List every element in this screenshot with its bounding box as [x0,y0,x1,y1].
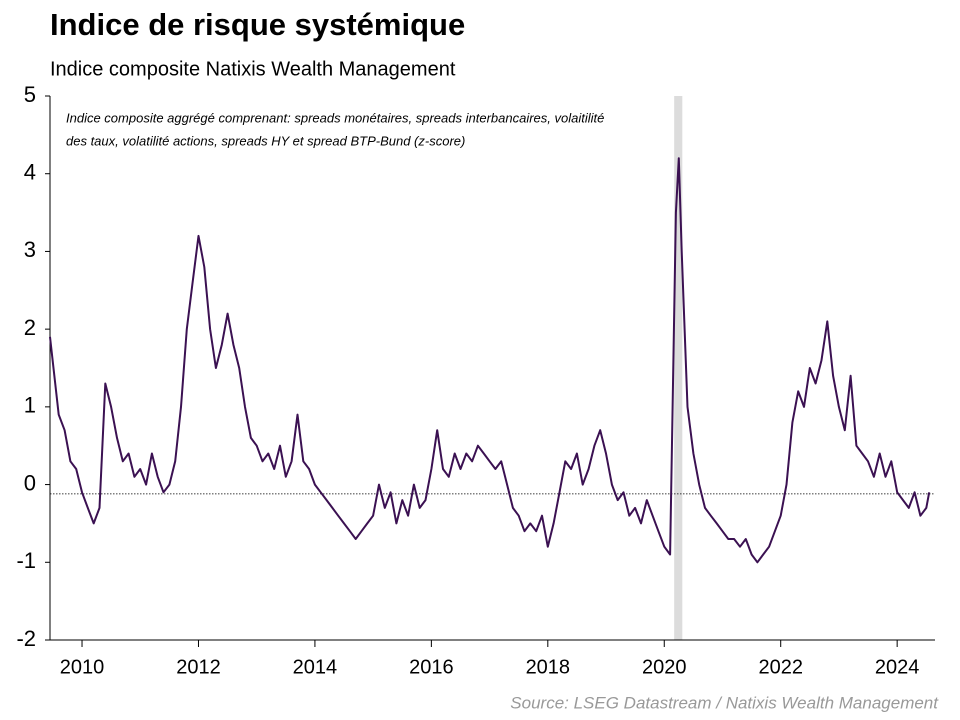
annotation: des taux, volatilité actions, spreads HY… [66,133,465,148]
x-tick-label: 2016 [409,656,454,678]
y-tick-label: 4 [24,160,36,185]
x-tick-label: 2010 [60,656,105,678]
y-tick-label: 1 [24,393,36,418]
x-tick-label: 2014 [293,656,338,678]
x-tick-label: 2018 [526,656,571,678]
x-tick-label: 2022 [758,656,803,678]
annotation: Indice composite aggrégé comprenant: spr… [66,110,604,125]
data-line [49,157,931,564]
source: Source: LSEG Datastream / Natixis Wealth… [510,693,939,712]
x-tick-label: 2020 [642,656,687,678]
shaded-band [674,96,683,640]
y-tick-label: -1 [16,548,36,573]
y-tick-label: 5 [24,82,36,107]
y-tick-label: 3 [24,237,36,262]
y-tick-label: -2 [16,626,36,651]
chart-subtitle: Indice composite Natixis Wealth Manageme… [50,58,456,80]
chart-title: Indice de risque systémique [50,7,465,42]
y-tick-label: 0 [24,470,36,495]
x-tick-label: 2012 [176,656,221,678]
y-tick-label: 2 [24,315,36,340]
x-tick-label: 2024 [875,656,920,678]
